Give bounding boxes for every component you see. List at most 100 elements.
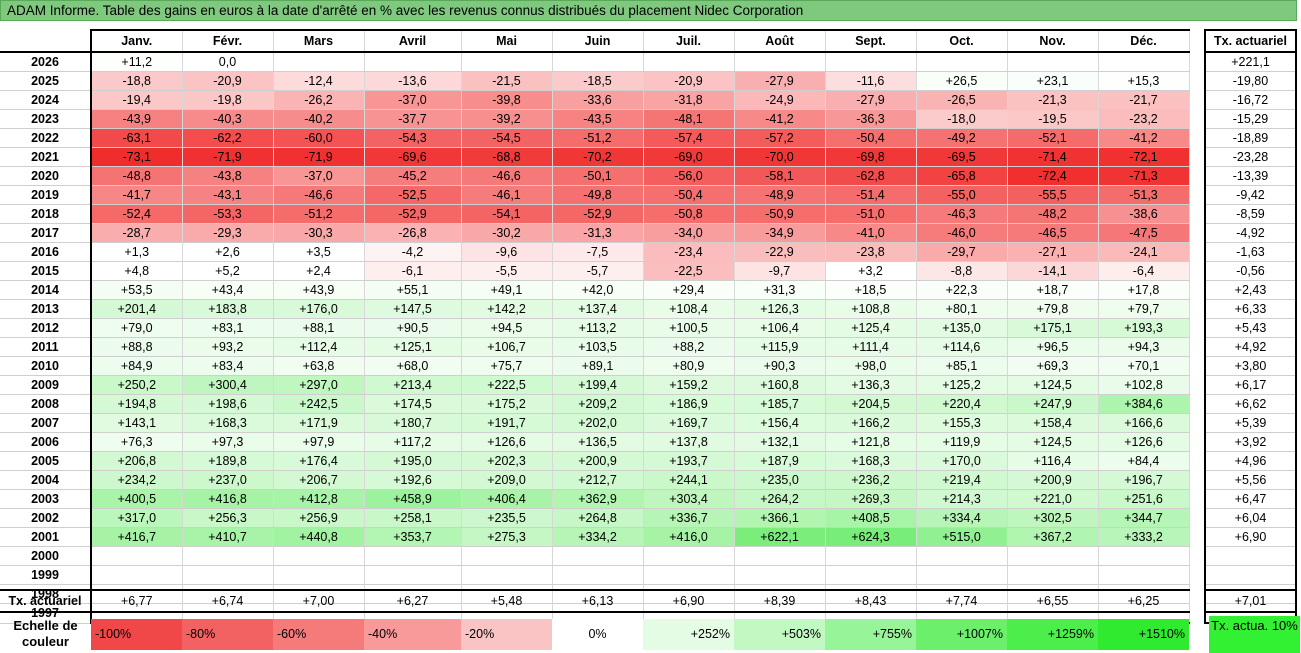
gain-cell: -51,2 xyxy=(273,204,365,224)
gain-cell: +108,8 xyxy=(825,299,917,319)
gain-cell: -9,6 xyxy=(461,242,553,262)
ta-cell: +6,33 xyxy=(1204,299,1297,319)
gain-cell: -39,8 xyxy=(461,90,553,110)
gain-cell: +135,0 xyxy=(916,318,1008,338)
ta-cell xyxy=(1204,546,1297,566)
gain-cell: -37,0 xyxy=(273,166,365,186)
gain-cell xyxy=(1098,546,1190,566)
gain-cell: +5,2 xyxy=(182,261,274,281)
summary-cell: +6,25 xyxy=(1098,589,1190,613)
gain-cell: -41,2 xyxy=(1098,128,1190,148)
gain-cell: +408,5 xyxy=(825,508,917,528)
gain-cell xyxy=(1007,546,1099,566)
gain-cell: -26,2 xyxy=(273,90,365,110)
gain-cell: +416,8 xyxy=(182,489,274,509)
month-header: Janv. xyxy=(91,29,183,53)
gain-cell: +221,0 xyxy=(1007,489,1099,509)
gain-cell: +97,9 xyxy=(273,432,365,452)
gain-cell: +624,3 xyxy=(825,527,917,547)
summary-container: Tx. actuariel +6,77 +6,74 +7,00 +6,27 +5… xyxy=(0,589,1297,613)
gain-cell: -46,5 xyxy=(1007,223,1099,243)
gain-cell: -55,5 xyxy=(1007,185,1099,205)
year-row: 2012 +79,0 +83,1 +88,1 +90,5 +94,5 +113,2 +100,… xyxy=(0,318,1297,338)
gain-cell: -70,2 xyxy=(552,147,644,167)
gain-cell: +80,9 xyxy=(643,356,735,376)
year-label: 2002 xyxy=(0,508,92,528)
column-gap xyxy=(1189,527,1205,547)
column-gap xyxy=(1189,337,1205,357)
ta-cell: -8,59 xyxy=(1204,204,1297,224)
gain-cell: +333,2 xyxy=(1098,527,1190,547)
gain-cell: +202,0 xyxy=(552,413,644,433)
month-header: Juil. xyxy=(643,29,735,53)
gain-cell: +236,2 xyxy=(825,470,917,490)
gain-cell: +23,1 xyxy=(1007,71,1099,91)
year-label: 2016 xyxy=(0,242,92,262)
year-row: 2024 -19,4 -19,8 -26,2 -37,0 -39,8 -33,6 -31,8-… xyxy=(0,90,1297,110)
gain-cell: -6,1 xyxy=(364,261,462,281)
summary-cell: +6,74 xyxy=(182,589,274,613)
gain-cell: +186,9 xyxy=(643,394,735,414)
gain-cell: +193,7 xyxy=(643,451,735,471)
month-header: Oct. xyxy=(916,29,1008,53)
gain-cell: -29,7 xyxy=(916,242,1008,262)
gain-cell: -21,5 xyxy=(461,71,553,91)
column-gap xyxy=(1189,590,1205,612)
ta-cell: -1,63 xyxy=(1204,242,1297,262)
gain-cell: +26,5 xyxy=(916,71,1008,91)
month-header: Sept. xyxy=(825,29,917,53)
column-gap xyxy=(1189,470,1205,490)
column-gap xyxy=(1189,565,1205,585)
gain-cell: +126,3 xyxy=(734,299,826,319)
gain-cell: +440,8 xyxy=(273,527,365,547)
year-row: 2004 +234,2 +237,0 +206,7 +192,6 +209,0 +212,7… xyxy=(0,470,1297,490)
gain-cell: +136,5 xyxy=(552,432,644,452)
gain-cell: +100,5 xyxy=(643,318,735,338)
year-label: 2020 xyxy=(0,166,92,186)
gain-cell: -9,7 xyxy=(734,261,826,281)
gain-cell: +206,8 xyxy=(91,451,183,471)
year-label: 2014 xyxy=(0,280,92,300)
column-gap xyxy=(1189,261,1205,281)
gain-cell: -24,9 xyxy=(734,90,826,110)
gain-cell: +367,2 xyxy=(1007,527,1099,547)
gain-cell: +96,5 xyxy=(1007,337,1099,357)
ta-cell: +6,47 xyxy=(1204,489,1297,509)
ta-cell: -15,29 xyxy=(1204,109,1297,129)
gain-cell: +1,3 xyxy=(91,242,183,262)
legend-swatch: -80% xyxy=(182,619,273,650)
year-label: 2021 xyxy=(0,147,92,167)
gain-cell: +189,8 xyxy=(182,451,274,471)
gain-cell: -13,6 xyxy=(364,71,462,91)
gain-cell: -69,0 xyxy=(643,147,735,167)
ta-cell: +5,43 xyxy=(1204,318,1297,338)
gain-cell: -6,4 xyxy=(1098,261,1190,281)
year-row: 2022 -63,1 -62,2 -60,0 -54,3 -54,5 -51,2 -57,4-… xyxy=(0,128,1297,148)
year-label: 2025 xyxy=(0,71,92,91)
ta-cell: +3,80 xyxy=(1204,356,1297,376)
gain-cell: +11,2 xyxy=(91,52,183,72)
year-label: 2000 xyxy=(0,546,92,566)
summary-cell: +6,90 xyxy=(643,589,735,613)
gain-cell: +174,5 xyxy=(364,394,462,414)
ta-cell: -4,92 xyxy=(1204,223,1297,243)
year-label: 2003 xyxy=(0,489,92,509)
gain-cell: +113,2 xyxy=(552,318,644,338)
gain-cell xyxy=(734,546,826,566)
gain-cell: -27,9 xyxy=(734,71,826,91)
gain-cell: +69,3 xyxy=(1007,356,1099,376)
year-label: 2010 xyxy=(0,356,92,376)
gain-cell: -36,3 xyxy=(825,109,917,129)
gain-cell: +3,5 xyxy=(273,242,365,262)
year-label: 2026 xyxy=(0,52,92,72)
year-label: 2018 xyxy=(0,204,92,224)
gain-cell: +156,4 xyxy=(734,413,826,433)
gain-cell: +247,9 xyxy=(1007,394,1099,414)
gain-cell: +336,7 xyxy=(643,508,735,528)
summary-label: Tx. actuariel xyxy=(0,589,92,613)
gain-cell: +366,1 xyxy=(734,508,826,528)
year-row: 2007 +143,1 +168,3 +171,9 +180,7 +191,7 +202,0… xyxy=(0,413,1297,433)
year-label: 2004 xyxy=(0,470,92,490)
gain-cell: -34,9 xyxy=(734,223,826,243)
gain-cell: +108,4 xyxy=(643,299,735,319)
